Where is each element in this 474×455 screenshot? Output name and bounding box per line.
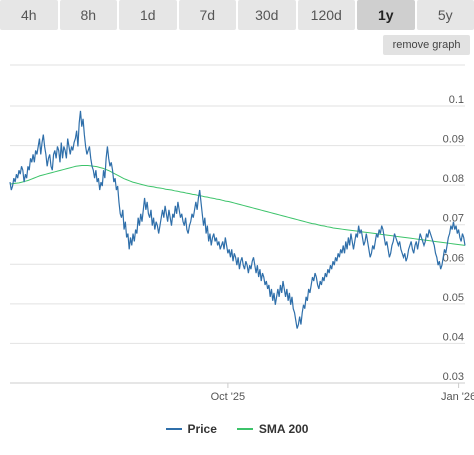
x-axis-ticks: Oct '25 Jan '26 xyxy=(211,383,474,403)
tab-1d[interactable]: 1d xyxy=(119,0,177,30)
legend-label-sma: SMA 200 xyxy=(258,422,309,436)
sma-200-series-line xyxy=(9,164,466,246)
y-tick-label: 0.07 xyxy=(443,213,464,225)
y-tick-label: 0.04 xyxy=(443,331,464,343)
tab-8h[interactable]: 8h xyxy=(59,0,117,30)
legend-swatch-price xyxy=(165,428,182,430)
y-tick-label: 0.06 xyxy=(443,252,464,264)
y-tick-label: 0.09 xyxy=(443,134,464,146)
remove-graph-button[interactable]: remove graph xyxy=(383,35,470,55)
tab-1y[interactable]: 1y xyxy=(357,0,415,30)
legend-item-price[interactable]: Price xyxy=(165,422,217,436)
y-tick-label: 0.08 xyxy=(443,173,464,185)
y-tick-label: 0.1 xyxy=(449,94,464,106)
legend-item-sma[interactable]: SMA 200 xyxy=(236,422,309,436)
legend-swatch-sma xyxy=(236,428,253,430)
chart-legend: Price SMA 200 xyxy=(0,418,474,440)
tab-7d[interactable]: 7d xyxy=(178,0,236,30)
tab-120d[interactable]: 120d xyxy=(297,0,355,30)
tab-4h[interactable]: 4h xyxy=(0,0,58,30)
y-tick-label: 0.03 xyxy=(443,371,464,383)
x-tick-label: Jan '26 xyxy=(441,391,474,403)
chart-grid xyxy=(10,64,465,384)
y-tick-label: 0.05 xyxy=(443,292,464,304)
price-series-line xyxy=(9,110,466,329)
x-tick-label: Oct '25 xyxy=(211,391,246,403)
y-axis-ticks: 0.1 0.09 0.08 0.07 0.06 0.05 0.04 0.03 xyxy=(443,94,464,383)
timeframe-tabs: 4h 8h 1d 7d 30d 120d 1y 5y xyxy=(0,0,474,30)
tab-5y[interactable]: 5y xyxy=(416,0,474,30)
tab-30d[interactable]: 30d xyxy=(238,0,296,30)
legend-label-price: Price xyxy=(187,422,217,436)
